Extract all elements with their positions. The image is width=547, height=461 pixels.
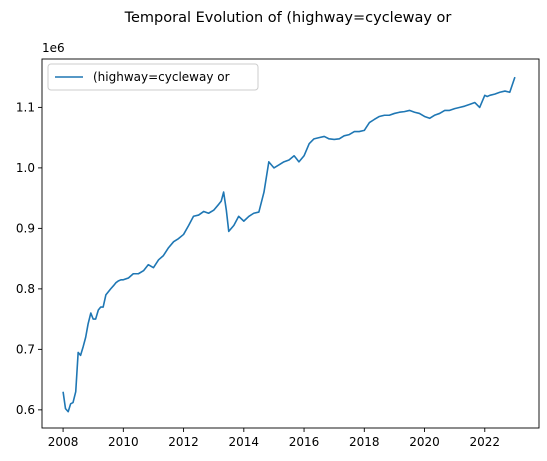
axes-frame [41,58,540,429]
y-tick-label: 1.1 [16,100,35,114]
x-tick-label: 2008 [48,435,79,449]
y-tick-label: 0.8 [16,282,35,296]
y-tick-label: 0.9 [16,221,35,235]
y-tick-label: 1.0 [16,161,35,175]
y-tick-label: 0.6 [16,403,35,417]
legend-frame [47,63,259,91]
x-tick-label: 2018 [349,435,380,449]
legend: (highway=cycleway or [47,63,259,91]
series-line-0 [62,76,516,413]
plot-area [62,76,516,413]
axes [41,58,540,429]
legend-series-label: (highway=cycleway or [93,70,230,84]
ticks: 2008 2010 2012 2014 2016 2018 2020 2022 0.6 0.7 0.… [16,100,500,449]
x-tick-label: 2016 [289,435,320,449]
x-tick-label: 2010 [108,435,139,449]
y-axis-offset-label: 1e6 [42,41,65,55]
x-tick-label: 2014 [229,435,260,449]
x-tick-label: 2020 [409,435,440,449]
chart-title: Temporal Evolution of (highway=cycleway … [124,10,452,26]
x-tick-label: 2022 [470,435,501,449]
y-tick-label: 0.7 [16,342,35,356]
x-tick-label: 2012 [168,435,199,449]
